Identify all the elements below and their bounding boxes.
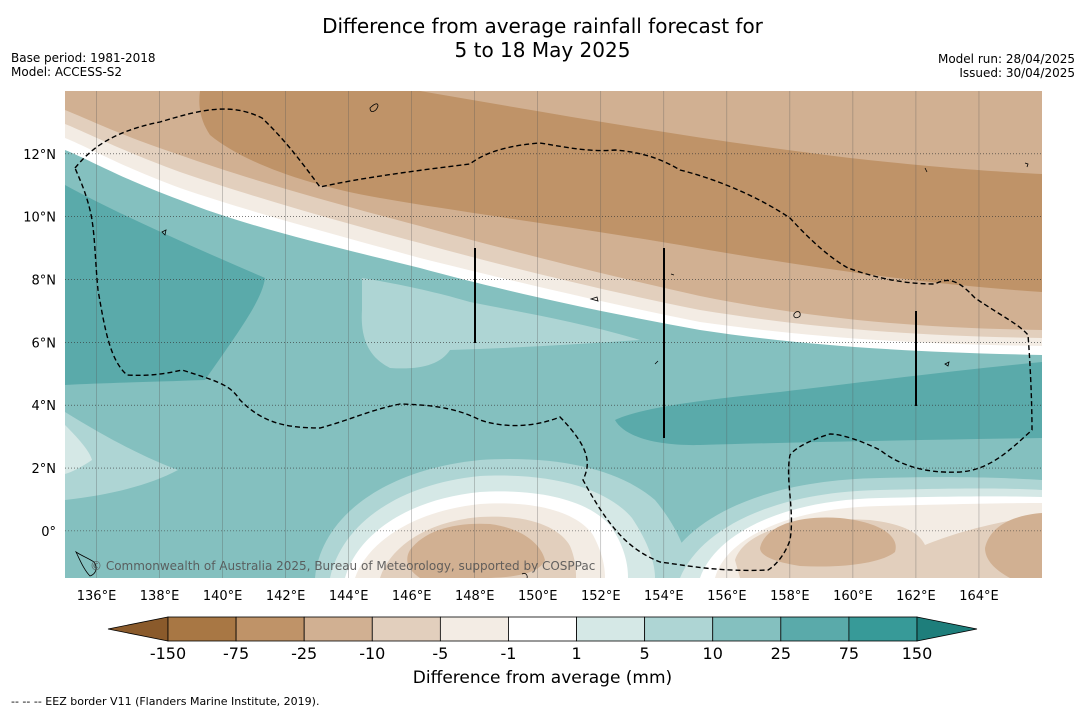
colorbar-swatch: [235, 616, 305, 642]
colorbar-swatch: [780, 616, 850, 642]
latitude-label: 8°N: [32, 274, 57, 289]
meta-left: Base period: 1981-2018 Model: ACCESS-S2: [11, 51, 156, 79]
colorbar-tick-label: -25: [291, 644, 318, 663]
latitude-label: 2°N: [32, 462, 57, 477]
colorbar-label: Difference from average (mm): [412, 668, 673, 688]
latitude-label: 4°N: [32, 399, 57, 414]
colorbar-tick-label: 25: [770, 644, 791, 663]
copyright-notice: © Commonwealth of Australia 2025, Bureau…: [90, 559, 595, 573]
contour-minus25-minus10-south: [407, 523, 545, 578]
longitude-label: 144°E: [329, 589, 369, 604]
latitude-labels: 12°N 10°N 8°N 6°N 4°N 2°N 0°: [23, 148, 56, 540]
longitude-label: 164°E: [959, 589, 999, 604]
colorbar-ticks: -150 -75 -25 -10 -5 -1 1 5 10 25 75 150: [0, 644, 1085, 663]
colorbar-swatch: [848, 616, 918, 642]
longitude-label: 160°E: [833, 589, 873, 604]
colorbar-extend-high: [916, 616, 978, 642]
colorbar-swatch: [576, 616, 646, 642]
colorbar-swatch: [644, 616, 714, 642]
contour-5-10-west: [65, 412, 178, 500]
contour-25-75-east: [615, 362, 1042, 446]
colorbar-swatch: [303, 616, 373, 642]
islands: [74, 103, 1029, 578]
colorbar-swatch: [508, 616, 577, 642]
base-period: Base period: 1981-2018: [11, 51, 156, 65]
colorbar-tick-label: 150: [901, 644, 933, 663]
longitude-label: 152°E: [581, 589, 621, 604]
longitude-label: 136°E: [77, 589, 117, 604]
colorbar-extend-low: [107, 616, 169, 642]
colorbar-tick-label: 75: [838, 644, 860, 663]
meta-right: Model run: 28/04/2025 Issued: 30/04/2025: [938, 52, 1075, 80]
contour-5-10-central: [361, 278, 640, 369]
contour-minus25-minus10-southeast-1: [760, 517, 896, 567]
colorbar-swatch: [371, 616, 441, 642]
colorbar: [107, 616, 978, 642]
colorbar-tick-label: 1: [571, 644, 582, 663]
footnote: -- -- -- EEZ border V11 (Flanders Marine…: [11, 695, 320, 708]
colorbar-tick-label: -75: [223, 644, 250, 663]
colorbar-swatch: [439, 616, 509, 642]
indicator-bars: [474, 248, 917, 438]
longitude-label: 156°E: [707, 589, 747, 604]
colorbar-swatch: [712, 616, 782, 642]
latitude-label: 12°N: [23, 148, 56, 163]
longitude-label: 140°E: [203, 589, 243, 604]
longitude-label: 142°E: [266, 589, 306, 604]
longitude-label: 138°E: [140, 589, 180, 604]
colorbar-tick-label: -1: [500, 644, 517, 663]
latitude-label: 0°: [41, 525, 56, 540]
issued-date: Issued: 30/04/2025: [959, 66, 1075, 80]
map-title-line2: 5 to 18 May 2025: [454, 38, 631, 62]
longitude-label: 148°E: [455, 589, 495, 604]
longitude-label: 146°E: [392, 589, 432, 604]
map-title-line1: Difference from average rainfall forecas…: [322, 14, 763, 38]
rainfall-anomaly-field: [65, 91, 1042, 578]
longitude-labels: 136°E 138°E 140°E 142°E 144°E 146°E 148°E 150°E…: [77, 589, 999, 604]
contour-1-5-west: [65, 425, 92, 474]
model-name: Model: ACCESS-S2: [11, 65, 123, 79]
colorbar-tick-label: -10: [359, 644, 386, 663]
colorbar-tick-label: -150: [149, 644, 187, 663]
latitude-label: 10°N: [23, 211, 56, 226]
longitude-label: 162°E: [896, 589, 936, 604]
graticule: [65, 91, 1042, 578]
model-run: Model run: 28/04/2025: [937, 52, 1075, 66]
contour-25-75-west: [65, 185, 265, 385]
colorbar-tick-label: -5: [432, 644, 449, 663]
contour-minus75-minus25-north: [199, 91, 1042, 292]
latitude-label: 6°N: [32, 336, 57, 351]
longitude-label: 150°E: [518, 589, 558, 604]
contour-minus25-minus10-southeast-2: [985, 513, 1042, 578]
longitude-label: 154°E: [644, 589, 684, 604]
eez-border-west: [74, 108, 1033, 572]
colorbar-tick-label: 5: [639, 644, 650, 663]
colorbar-swatch: [167, 616, 237, 642]
colorbar-tick-label: 10: [702, 644, 723, 663]
map-title: Difference from average rainfall forecas…: [0, 14, 1085, 62]
longitude-label: 158°E: [770, 589, 810, 604]
